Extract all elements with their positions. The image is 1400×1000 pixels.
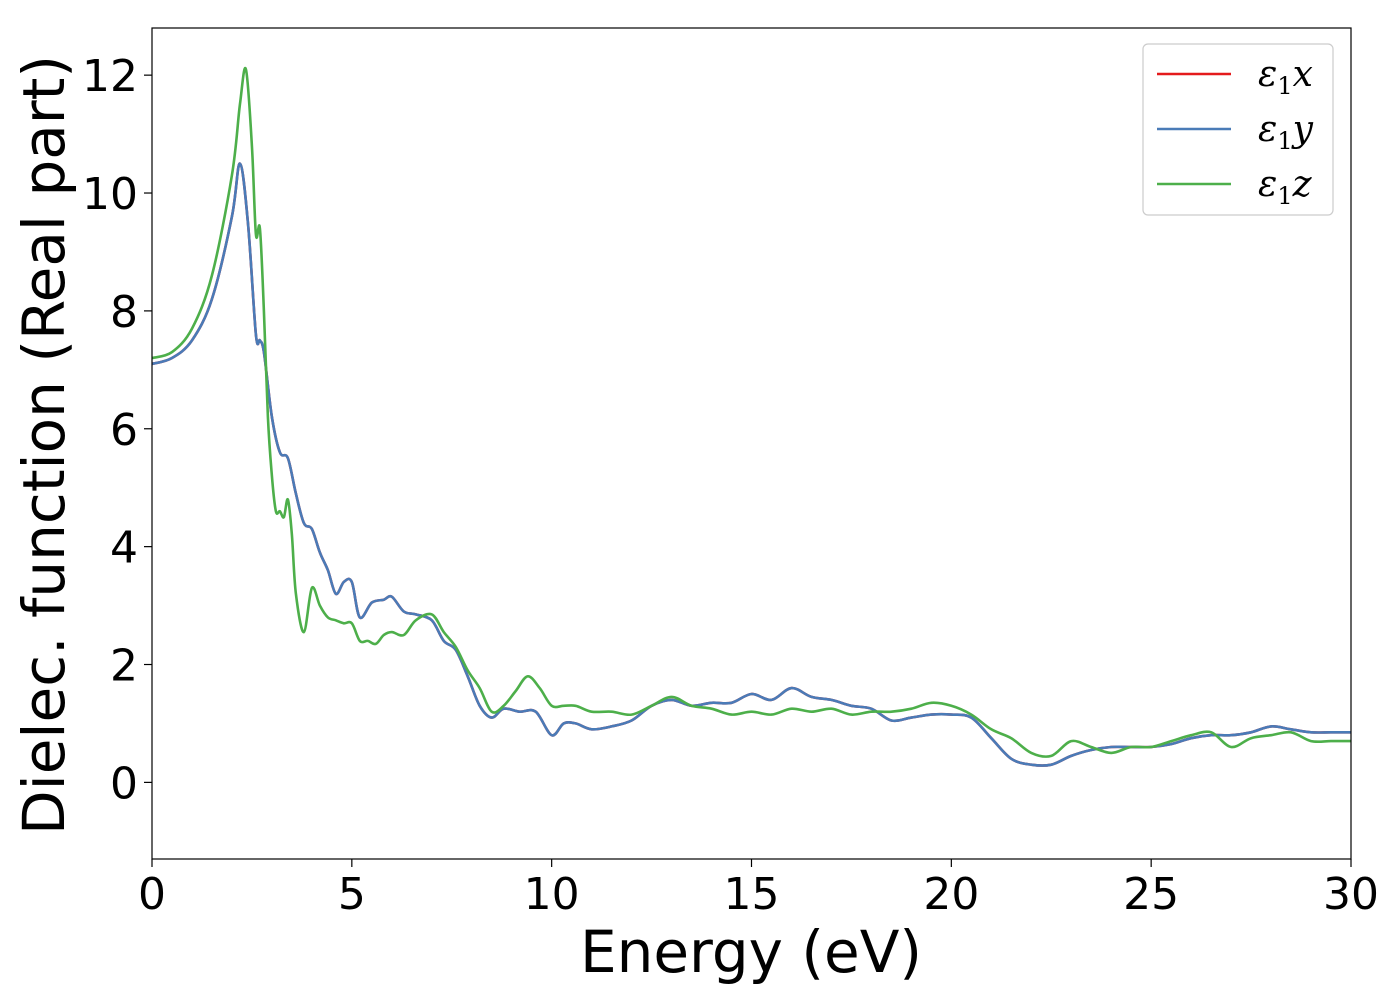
ticks-layer: 0 5 10 15 20 25 30 0 2 4 6 8 10 12 xyxy=(82,51,1379,920)
y-axis-label: Dielec. function (Real part) xyxy=(10,55,78,835)
x-tick-label: 30 xyxy=(1323,869,1379,920)
plot-frame xyxy=(151,27,1352,860)
legend-label-z: ε1z xyxy=(1258,164,1313,210)
lines-layer xyxy=(151,66,1351,767)
y-tick-label: 8 xyxy=(110,287,138,338)
x-tick-label: 20 xyxy=(923,869,979,920)
series-line-z xyxy=(151,66,1351,758)
y-tick-label: 12 xyxy=(82,51,138,102)
y-tick-label: 6 xyxy=(110,405,138,456)
y-tick-label: 2 xyxy=(110,641,138,692)
legend-box xyxy=(1142,43,1334,216)
legend-label-x: ε1x xyxy=(1258,54,1313,100)
y-tick-label: 4 xyxy=(110,523,138,574)
y-tick-label: 0 xyxy=(110,758,138,809)
x-tick-label: 5 xyxy=(338,869,366,920)
x-tick-label: 0 xyxy=(138,869,166,920)
legend-label-y: ε1y xyxy=(1258,109,1314,155)
series-line-x xyxy=(151,162,1351,767)
legend-items: ε1x ε1y ε1z xyxy=(1157,54,1314,210)
x-tick-label: 10 xyxy=(524,869,580,920)
y-tick-label: 10 xyxy=(82,169,138,220)
x-tick-label: 25 xyxy=(1123,869,1179,920)
series-line-y xyxy=(151,162,1351,767)
x-tick-label: 15 xyxy=(724,869,780,920)
legend: ε1x ε1y ε1z xyxy=(1142,43,1334,216)
x-axis-label: Energy (eV) xyxy=(580,918,922,986)
